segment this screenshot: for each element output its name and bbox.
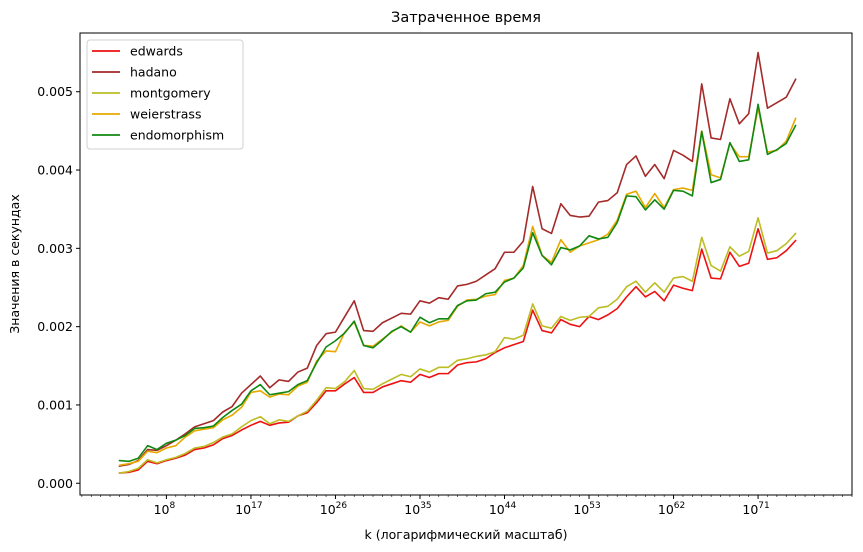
series-line-edwards <box>118 227 797 474</box>
x-tick-base: 10 <box>404 502 420 517</box>
x-tick-exponent: 35 <box>420 501 431 511</box>
series-line-montgomery <box>118 217 797 474</box>
y-tick-label: 0.004 <box>37 163 73 178</box>
x-tick-label: 1062 <box>658 501 685 517</box>
x-tick-exponent: 26 <box>336 501 348 511</box>
x-tick-label: 1071 <box>742 501 769 517</box>
x-tick-base: 10 <box>742 502 758 517</box>
y-tick-label: 0.001 <box>37 397 73 412</box>
x-tick-base: 10 <box>320 502 336 517</box>
x-tick-label: 1017 <box>235 501 262 517</box>
chart-title: Затраченное время <box>391 10 541 26</box>
y-tick-label: 0.000 <box>37 476 73 491</box>
legend-label-hadano: hadano <box>130 65 177 80</box>
x-tick-exponent: 71 <box>758 501 769 511</box>
x-tick-exponent: 17 <box>251 501 262 511</box>
x-tick-label: 1026 <box>320 501 348 517</box>
x-tick-label: 108 <box>154 501 176 517</box>
x-tick-base: 10 <box>489 502 505 517</box>
series-line-hadano <box>118 51 797 467</box>
legend-label-weierstrass: weierstrass <box>130 107 201 122</box>
y-axis-label: Значения в секундах <box>7 194 22 333</box>
x-tick-base: 10 <box>235 502 251 517</box>
y-tick-label: 0.005 <box>37 84 73 99</box>
axes-frame <box>79 32 853 496</box>
legend-label-endomorphism: endomorphism <box>130 128 224 143</box>
y-tick-label: 0.003 <box>37 241 73 256</box>
legend: edwards hadano montgomery weierstrass endomo… <box>86 39 244 150</box>
x-tick-exponent: 44 <box>505 501 517 511</box>
x-tick-exponent: 53 <box>589 501 600 511</box>
x-tick-exponent: 8 <box>169 501 175 511</box>
x-tick-base: 10 <box>154 502 170 517</box>
x-tick-label: 1035 <box>404 501 431 517</box>
x-tick-base: 10 <box>573 502 589 517</box>
x-axis-label: k (логарифмический масштаб) <box>365 527 568 542</box>
legend-box <box>86 39 244 150</box>
series-line-endomorphism <box>118 103 797 463</box>
x-tick-label: 1053 <box>573 501 600 517</box>
x-tick-base: 10 <box>658 502 674 517</box>
y-tick-label: 0.002 <box>37 319 73 334</box>
legend-label-edwards: edwards <box>130 44 183 59</box>
legend-label-montgomery: montgomery <box>130 86 211 101</box>
x-tick-label: 1044 <box>489 501 517 517</box>
x-tick-exponent: 62 <box>674 501 685 511</box>
